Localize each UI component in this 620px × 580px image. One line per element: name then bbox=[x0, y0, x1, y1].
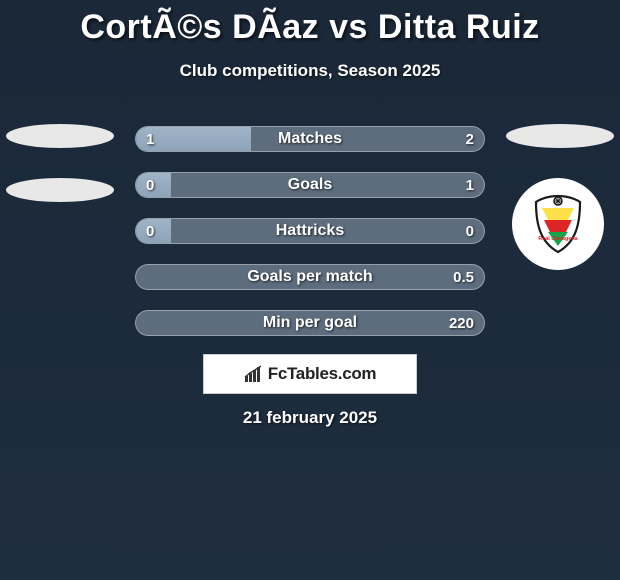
stat-bar: Hattricks0 0 bbox=[135, 218, 485, 244]
team-badge-icon: Real Cartagena bbox=[524, 190, 592, 258]
page-subtitle: Club competitions, Season 2025 bbox=[0, 61, 620, 81]
team-badge: Real Cartagena bbox=[512, 178, 604, 270]
stat-bar-left-value: 1 bbox=[146, 127, 154, 151]
stat-bar: Min per goal220 bbox=[135, 310, 485, 336]
stat-bar-label: Hattricks bbox=[136, 219, 484, 243]
stat-bar-right-value: 1 bbox=[466, 173, 474, 197]
stat-bar: Matches1 2 bbox=[135, 126, 485, 152]
stats-bars: Matches12Goals01Hattricks00Goals per mat… bbox=[135, 126, 485, 356]
stat-bar-left-value: 0 bbox=[146, 219, 154, 243]
left-player-tokens bbox=[6, 124, 114, 232]
player-placeholder-ellipse bbox=[6, 124, 114, 148]
svg-text:Real Cartagena: Real Cartagena bbox=[538, 236, 578, 242]
stat-bar-right-value: 2 bbox=[466, 127, 474, 151]
stat-bar-right-value: 220 bbox=[449, 311, 474, 335]
stat-bar-label: Goals per match bbox=[136, 265, 484, 289]
stat-bar-label: Min per goal bbox=[136, 311, 484, 335]
stat-bar-left-value: 0 bbox=[146, 173, 154, 197]
stat-bar: Goals per match0.5 bbox=[135, 264, 485, 290]
team-placeholder-ellipse bbox=[6, 178, 114, 202]
stat-bar-right-value: 0.5 bbox=[453, 265, 474, 289]
chart-icon bbox=[244, 365, 264, 383]
page-title: CortÃ©s DÃ­az vs Ditta Ruiz bbox=[0, 0, 620, 47]
stat-bar: Goals0 1 bbox=[135, 172, 485, 198]
stat-bar-right-value: 0 bbox=[466, 219, 474, 243]
stat-bar-label: Matches bbox=[136, 127, 484, 151]
brand-text: FcTables.com bbox=[268, 364, 377, 384]
brand-footer: FcTables.com bbox=[203, 354, 417, 394]
stat-bar-label: Goals bbox=[136, 173, 484, 197]
right-player-tokens: Real Cartagena bbox=[506, 124, 614, 270]
date-text: 21 february 2025 bbox=[0, 408, 620, 428]
player-placeholder-ellipse bbox=[506, 124, 614, 148]
